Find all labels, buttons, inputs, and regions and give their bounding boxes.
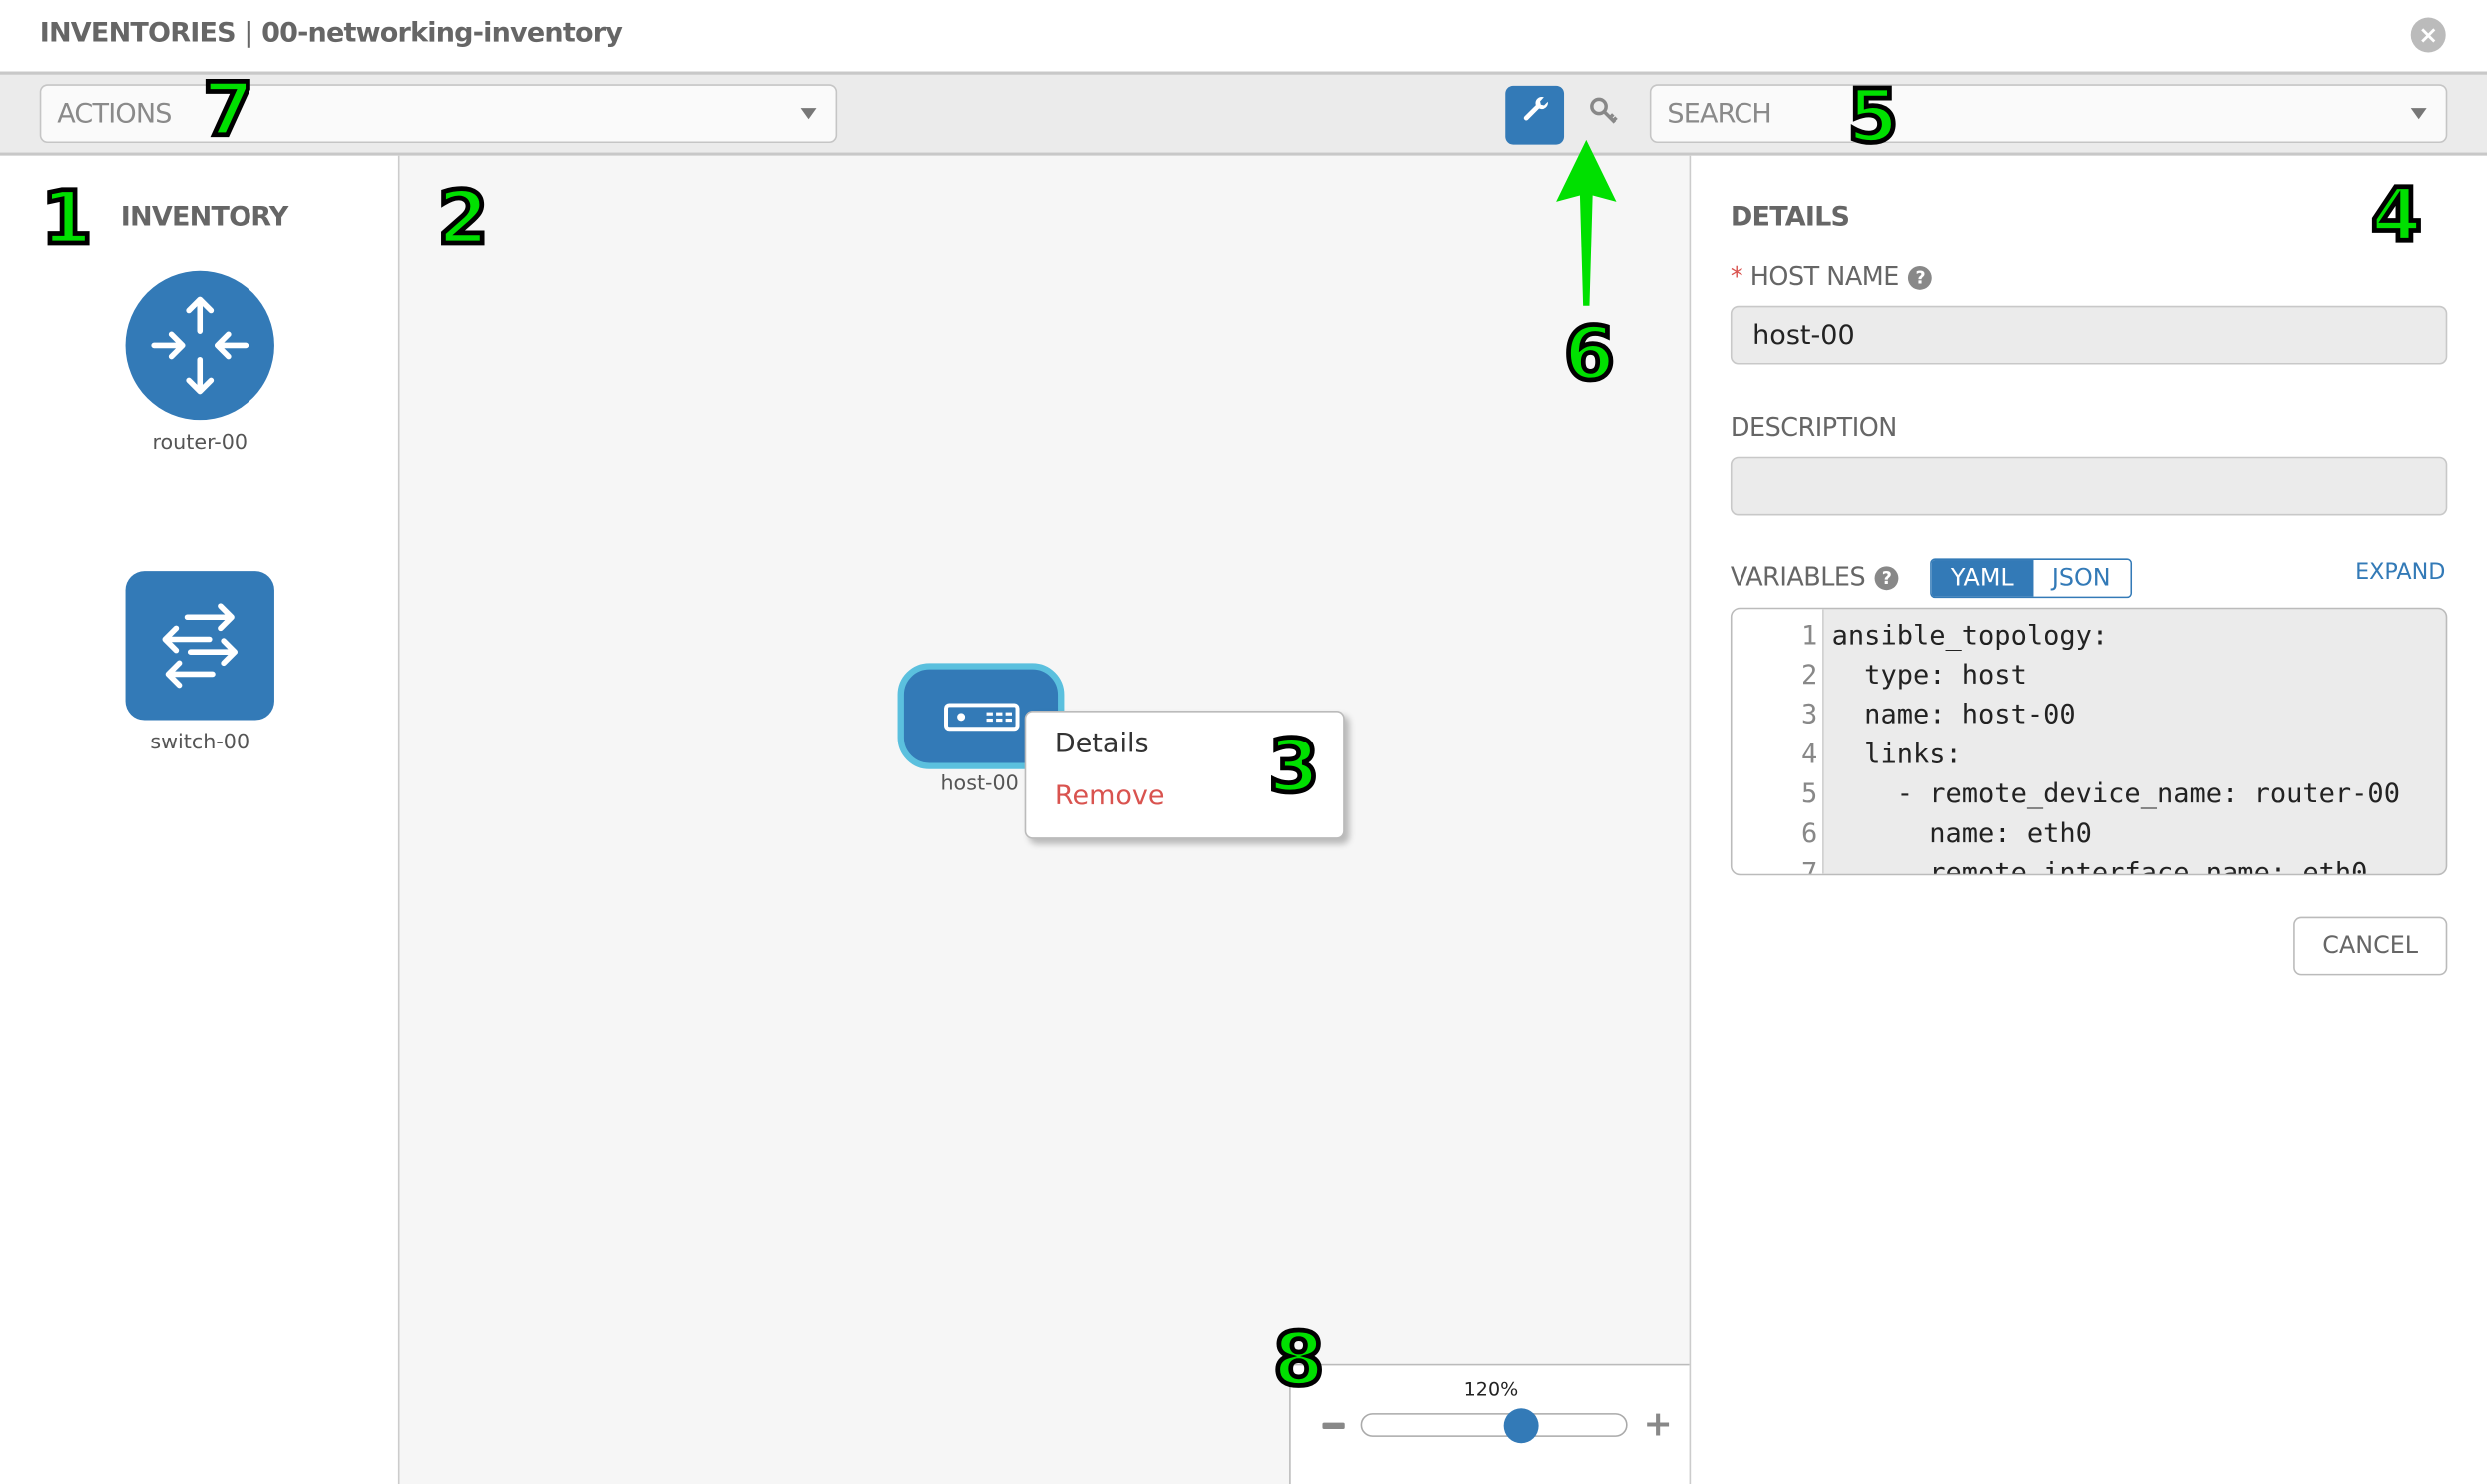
variables-label: VARIABLES?: [1731, 562, 1899, 592]
router-icon: [151, 296, 249, 395]
format-toggle: YAML JSON: [1930, 558, 2132, 599]
annotation-8: 8: [1271, 1316, 1327, 1402]
zoom-out-icon[interactable]: [1322, 1422, 1345, 1429]
context-menu: Details Remove: [1024, 711, 1345, 839]
key-icon[interactable]: [1583, 92, 1624, 140]
code-text: links:: [1831, 739, 1962, 771]
line-number: 3: [1801, 699, 1818, 732]
search-dropdown[interactable]: SEARCH: [1649, 84, 2448, 144]
variables-editor[interactable]: 1 ansible_topology: 2 type: host 3 name: ho…: [1730, 607, 2448, 876]
help-icon[interactable]: ?: [1908, 266, 1933, 290]
annotation-1: 1: [39, 174, 95, 260]
code-text: name: host-00: [1831, 699, 2076, 732]
switch-00-label: switch-00: [150, 731, 250, 755]
router-00-item[interactable]: [125, 270, 274, 421]
code-line: 7 remote_interface_name: eth0: [1733, 855, 2446, 876]
code-text: remote_interface_name: eth0: [1831, 857, 2368, 876]
code-line: 4 links:: [1733, 736, 2446, 775]
host-name-input[interactable]: host-00: [1730, 305, 2448, 365]
expand-link[interactable]: EXPAND: [2355, 560, 2446, 586]
zoom-control: 120% +: [1289, 1363, 1690, 1484]
search-label: SEARCH: [1667, 98, 1771, 131]
actions-label: ACTIONS: [57, 98, 172, 131]
annotation-6: 6: [1562, 310, 1618, 397]
chevron-down-icon: [800, 108, 817, 120]
line-number: 4: [1801, 739, 1818, 771]
code-line: 2 type: host: [1733, 657, 2446, 697]
zoom-slider-thumb[interactable]: [1503, 1408, 1539, 1444]
json-toggle[interactable]: JSON: [2032, 560, 2130, 597]
switch-00-item[interactable]: [125, 571, 274, 721]
menu-item-remove[interactable]: Remove: [1054, 779, 1165, 812]
chevron-down-icon: [2410, 108, 2427, 120]
menu-item-details[interactable]: Details: [1054, 728, 1149, 760]
close-icon[interactable]: ×: [2410, 17, 2446, 53]
variables-label-text: VARIABLES: [1730, 561, 1866, 592]
wrench-icon[interactable]: [1505, 85, 1565, 145]
code-line: 3 name: host-00: [1733, 697, 2446, 737]
code-text: name: eth0: [1831, 818, 2092, 850]
host-name-label-text: HOST NAME: [1749, 261, 1900, 292]
line-number: 1: [1801, 620, 1818, 653]
description-input[interactable]: [1730, 456, 2448, 516]
zoom-value: 120%: [1463, 1378, 1519, 1401]
description-label: DESCRIPTION: [1730, 412, 1897, 443]
line-number: 6: [1801, 818, 1818, 850]
cancel-button[interactable]: CANCEL: [2293, 916, 2448, 976]
router-00-label: router-00: [152, 431, 249, 456]
yaml-toggle[interactable]: YAML: [1931, 560, 2033, 597]
host-name-label: * HOST NAME?: [1731, 261, 1933, 292]
host-00-label: host-00: [940, 771, 1019, 796]
code-line: 6 name: eth0: [1733, 815, 2446, 855]
zoom-in-icon[interactable]: +: [1643, 1405, 1673, 1445]
annotation-arrow: [1556, 139, 1617, 306]
annotation-4: 4: [2369, 171, 2425, 257]
details-heading: DETAILS: [1730, 201, 1850, 234]
inventory-heading: INVENTORY: [120, 201, 289, 234]
line-number: 5: [1801, 778, 1818, 811]
line-number: 7: [1801, 857, 1818, 876]
code-text: type: host: [1831, 660, 2027, 692]
annotation-3: 3: [1266, 723, 1322, 809]
line-number: 2: [1801, 660, 1818, 692]
annotation-7: 7: [201, 66, 256, 153]
annotation-5: 5: [1845, 73, 1901, 159]
host-icon: [943, 702, 1019, 731]
actions-dropdown[interactable]: ACTIONS: [39, 84, 838, 144]
switch-icon: [162, 603, 238, 689]
help-icon[interactable]: ?: [1874, 566, 1899, 591]
page-title: INVENTORIES | 00-networking-inventory: [39, 17, 623, 50]
code-line: 5 - remote_device_name: router-00: [1733, 775, 2446, 815]
zoom-slider[interactable]: [1360, 1413, 1628, 1437]
code-text: - remote_device_name: router-00: [1831, 778, 2400, 811]
code-line: 1 ansible_topology:: [1733, 617, 2446, 657]
code-text: ansible_topology:: [1831, 620, 2109, 653]
annotation-2: 2: [435, 174, 491, 260]
line-gutter: [1732, 609, 1824, 874]
